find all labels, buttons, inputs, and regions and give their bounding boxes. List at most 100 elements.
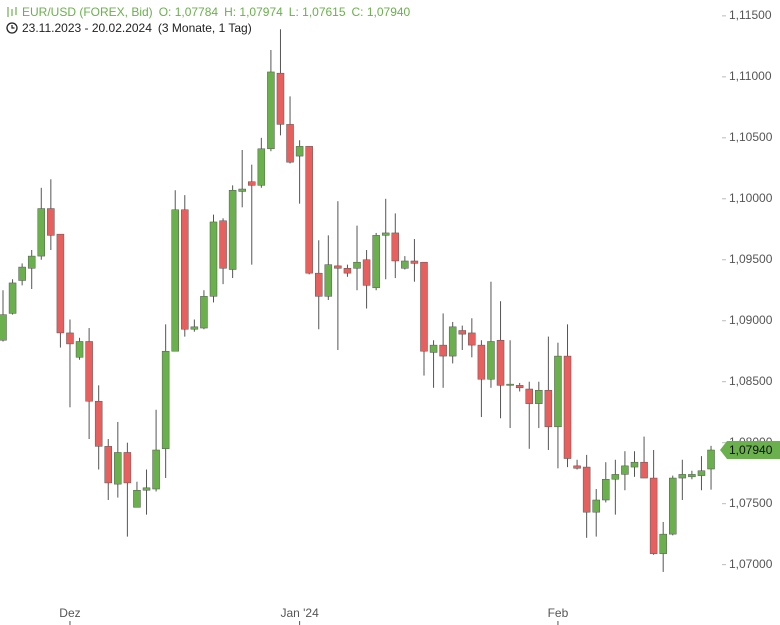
y-tick-label: 1,09500	[729, 252, 773, 266]
range: 23.11.2023 - 20.02.2024 (3 Monate, 1 Tag)	[6, 21, 258, 35]
candle-body	[133, 489, 141, 508]
candle-body	[276, 72, 285, 125]
x-tick-label: Jan '24	[280, 606, 319, 620]
candle-body	[85, 341, 93, 402]
candle-body	[123, 452, 132, 484]
candle-body	[381, 232, 390, 236]
candle-body	[477, 344, 486, 380]
candle-body	[515, 385, 524, 389]
candle-body	[257, 148, 266, 186]
candle-body	[640, 461, 648, 479]
candle-body	[554, 355, 562, 428]
candle-body	[228, 189, 237, 270]
candle-body	[286, 124, 294, 163]
candle-body	[181, 209, 189, 330]
candle-body	[219, 220, 227, 269]
candle-body	[496, 339, 505, 386]
candle-body	[410, 260, 419, 264]
header-values: O: 1,07784 H: 1,07974 L: 1,07615 C: 1,07940	[159, 5, 417, 19]
candle-body	[200, 296, 208, 329]
candle-body	[525, 388, 533, 404]
candle-body	[324, 264, 333, 297]
candle-body	[66, 332, 74, 345]
candle-body	[47, 208, 55, 236]
candle-body	[334, 265, 342, 269]
y-tick-label: 1,10500	[729, 130, 773, 144]
clock-icon	[6, 22, 18, 34]
candle-body	[448, 326, 457, 357]
candle-body	[391, 232, 400, 262]
header: EUR/USD (FOREX, Bid) O: 1,07784 H: 1,07974…	[6, 5, 422, 19]
candle-body	[238, 188, 246, 192]
candle-body	[621, 465, 629, 475]
candle-body	[372, 235, 380, 289]
candle-body	[630, 461, 639, 468]
candle-body	[678, 474, 687, 479]
candle-body	[295, 146, 304, 157]
candle-body	[506, 383, 514, 386]
header-value: L: 1,07615	[288, 5, 346, 19]
candle-body	[439, 344, 447, 357]
candle-body	[114, 452, 122, 485]
candle-body	[190, 326, 199, 330]
y-tick-label: 1,08500	[729, 374, 773, 388]
last-price-label: 1,07940	[729, 443, 773, 457]
title: EUR/USD (FOREX, Bid)	[22, 5, 153, 19]
header-value: O: 1,07784	[158, 5, 219, 19]
candle-body	[104, 446, 112, 484]
candle-body	[267, 71, 275, 150]
candle-body	[161, 350, 170, 450]
candle-body	[343, 268, 352, 274]
candle-body	[592, 499, 600, 513]
candle-body	[8, 282, 17, 314]
candle-body	[209, 221, 218, 297]
candle-body	[602, 479, 610, 501]
candle-body	[611, 474, 620, 480]
candle-body	[544, 389, 553, 428]
candle-body	[305, 146, 313, 274]
candle-body	[582, 466, 591, 513]
candle-body	[94, 400, 103, 447]
candle-body	[697, 470, 706, 476]
candle-body	[649, 477, 658, 554]
candle-body	[0, 314, 7, 341]
y-tick-label: 1,11000	[729, 69, 772, 83]
candle-body	[429, 344, 438, 353]
x-tick-label: Feb	[548, 606, 569, 620]
candle-body	[18, 266, 26, 281]
period: (3 Monate, 1 Tag)	[157, 21, 252, 35]
candle-body	[535, 389, 543, 404]
y-tick-label: 1,07500	[729, 496, 773, 510]
candle-body	[487, 341, 495, 380]
candle-body	[669, 477, 677, 535]
icon	[7, 7, 17, 17]
candle-body	[707, 449, 715, 470]
candle-body	[362, 259, 371, 286]
candle-body	[75, 341, 84, 358]
candle-body	[56, 233, 65, 334]
candle-body	[468, 332, 476, 346]
candle-body	[314, 272, 323, 297]
candle-body	[353, 261, 361, 269]
candle-body	[659, 533, 667, 554]
candle-body	[27, 255, 36, 269]
header-value: C: 1,07940	[351, 5, 411, 19]
candle-body	[171, 209, 179, 352]
y-tick-label: 1,07000	[729, 557, 773, 571]
candle-body	[563, 355, 572, 459]
y-tick-label: 1,10000	[729, 191, 773, 205]
candle-body	[420, 261, 428, 352]
candle-body	[573, 465, 581, 469]
y-tick-label: 1,09000	[729, 313, 773, 327]
candle-body	[248, 181, 256, 186]
header-value: H: 1,07974	[224, 5, 283, 19]
candle-body	[37, 208, 46, 257]
x-tick-label: Dez	[59, 606, 80, 620]
subtitle: 23.11.2023 - 20.02.2024	[22, 21, 152, 35]
y-tick-label: 1,11500	[729, 8, 772, 22]
last-price-box	[720, 441, 780, 459]
candle-body	[458, 330, 467, 335]
candle-body	[142, 487, 151, 491]
